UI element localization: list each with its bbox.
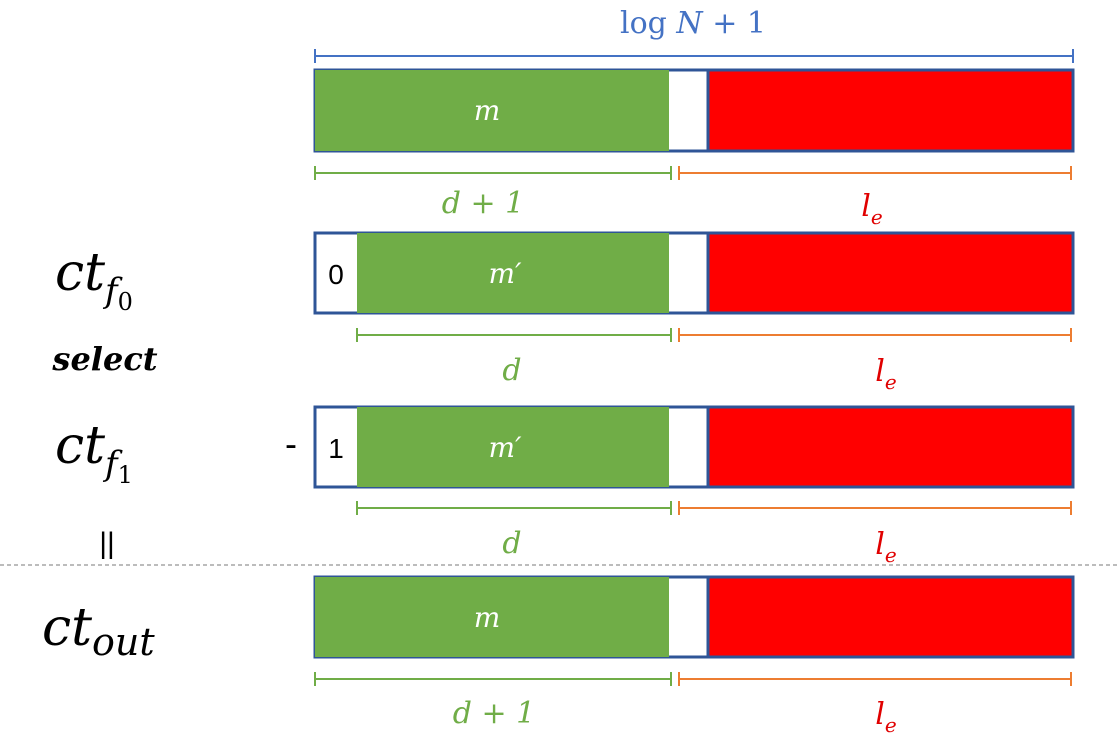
right-width-bracket bbox=[678, 166, 1072, 180]
message-field-label: m bbox=[474, 601, 501, 634]
error-field bbox=[706, 231, 1075, 315]
message-field bbox=[357, 407, 669, 487]
row-ct-f1: 1 m′ d le bbox=[313, 405, 1075, 567]
select-bit: 0 bbox=[328, 259, 344, 290]
left-width-label: d + 1 bbox=[453, 696, 536, 731]
message-field bbox=[315, 70, 669, 151]
left-width-label: d + 1 bbox=[442, 186, 525, 221]
message-field bbox=[315, 577, 669, 657]
equals-sign: || bbox=[99, 527, 115, 560]
ct-f1-label: ctf1 bbox=[55, 416, 133, 489]
top-width-label: log N + 1 bbox=[620, 6, 766, 41]
minus-operator: - bbox=[285, 423, 297, 464]
select-bit: 1 bbox=[328, 433, 344, 464]
right-width-label: le bbox=[875, 527, 896, 567]
right-width-bracket bbox=[678, 501, 1072, 515]
message-field-label: m′ bbox=[489, 257, 523, 290]
ct-f0-label: ctf0 bbox=[55, 243, 133, 316]
right-width-bracket bbox=[678, 672, 1072, 686]
error-field bbox=[706, 405, 1075, 489]
left-width-bracket bbox=[356, 501, 672, 515]
right-width-bracket bbox=[678, 328, 1072, 342]
right-width-label: le bbox=[861, 189, 882, 229]
left-width-label: d bbox=[502, 353, 521, 388]
ct-out-label: ctout bbox=[42, 598, 155, 664]
row-ct-f0: 0 m′ d le bbox=[313, 231, 1075, 394]
row-ct-out: m d + 1 le bbox=[313, 575, 1075, 737]
left-width-bracket bbox=[314, 672, 672, 686]
message-field-label: m′ bbox=[489, 431, 523, 464]
right-width-label: le bbox=[875, 697, 896, 737]
right-width-label: le bbox=[875, 354, 896, 394]
error-field bbox=[706, 575, 1075, 659]
message-field bbox=[357, 233, 669, 313]
error-field bbox=[706, 68, 1075, 153]
row-m: m d + 1 le bbox=[313, 68, 1075, 229]
left-width-bracket bbox=[314, 166, 672, 180]
left-width-bracket bbox=[356, 328, 672, 342]
message-field-label: m bbox=[474, 94, 501, 127]
select-label: select bbox=[51, 340, 157, 378]
left-width-label: d bbox=[502, 526, 521, 561]
top-width-bracket bbox=[314, 49, 1074, 63]
